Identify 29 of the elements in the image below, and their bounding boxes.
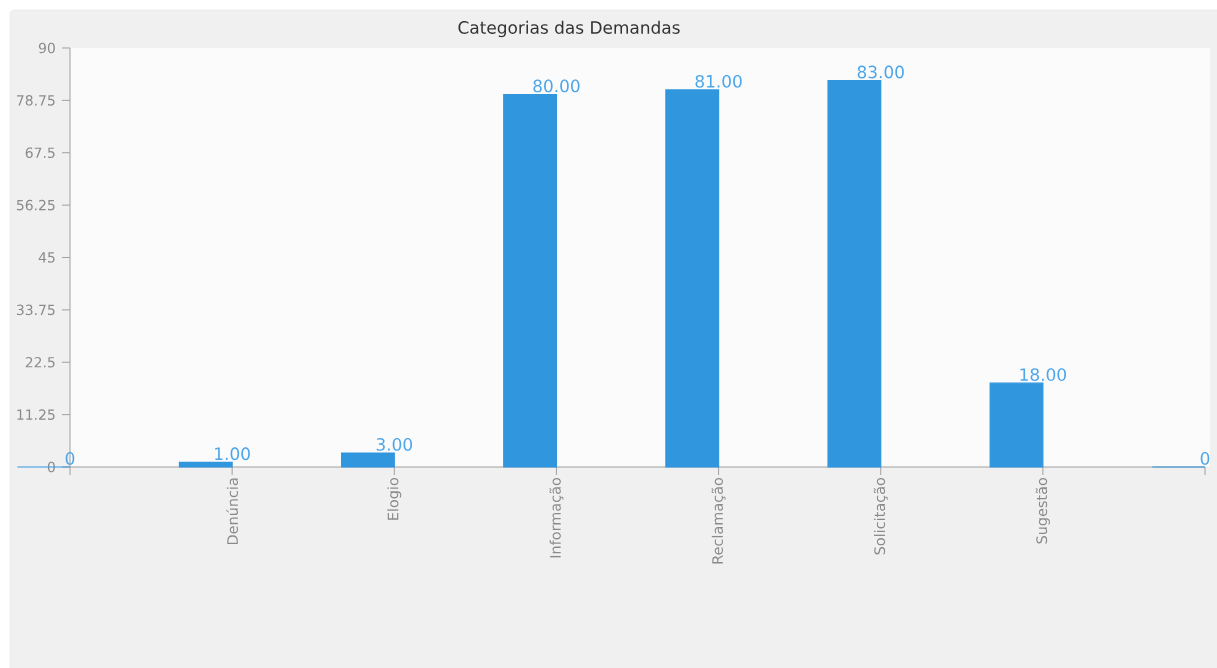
x-tick-label: Informação <box>549 477 564 558</box>
bar <box>989 382 1044 468</box>
bar <box>340 452 395 468</box>
x-tick-label: Reclamação <box>711 477 726 564</box>
data-label: 81.00 <box>695 74 742 88</box>
x-tick-label: Elogio <box>387 477 402 520</box>
x-tick-label: Sugestão <box>1035 477 1050 544</box>
bar <box>503 93 558 468</box>
y-tick-label: 45 <box>38 252 55 263</box>
bar <box>827 79 882 468</box>
y-tick-label: 33.75 <box>16 304 55 316</box>
data-label: 1.00 <box>215 447 250 461</box>
y-tick-label: 22.5 <box>25 356 55 368</box>
data-label: 80.00 <box>533 79 580 93</box>
y-tick-label: 90 <box>38 42 55 54</box>
data-label: 18.00 <box>1020 368 1066 381</box>
y-tick-label: 67.5 <box>25 147 55 159</box>
data-label: 0 <box>1200 451 1210 465</box>
y-tick-label: 78.75 <box>17 95 55 106</box>
y-tick-label: 56.25 <box>16 199 55 211</box>
bar <box>178 461 233 468</box>
data-label: 83.00 <box>857 65 904 79</box>
chart-title: Categorias das Demandas <box>458 20 680 38</box>
data-label: 0 <box>65 451 75 465</box>
y-tick-label: 11.25 <box>17 409 55 420</box>
data-label: 3.00 <box>376 438 413 451</box>
x-tick-label: Solicitação <box>873 477 888 555</box>
x-tick-label: Denúncia <box>226 478 239 545</box>
bar <box>665 89 720 468</box>
